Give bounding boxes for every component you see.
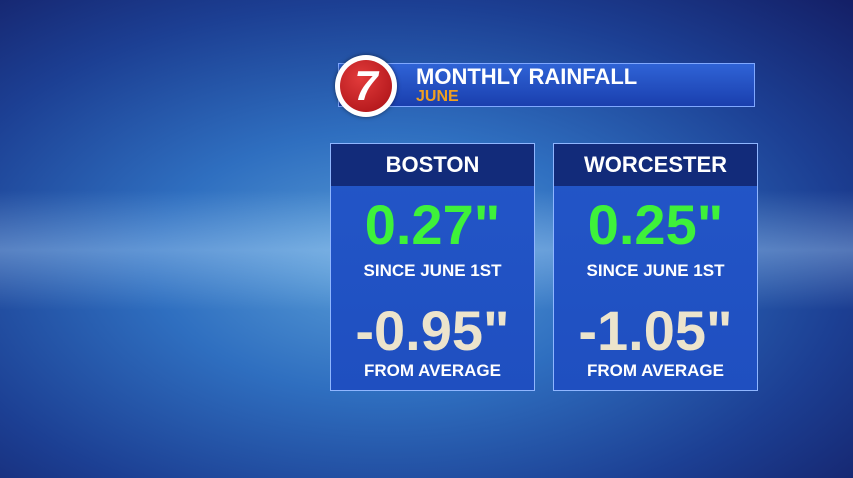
total-label: SINCE JUNE 1ST [586,261,725,280]
departure-label: FROM AVERAGE [587,361,724,380]
logo: 7 [335,55,397,117]
city-card: BOSTON 0.27" SINCE JUNE 1ST -0.95" FROM … [330,143,535,391]
rain-departure: -0.95" [355,299,510,362]
logo-text: 7 [340,60,392,112]
title: MONTHLY RAINFALL [416,64,638,89]
city-card: WORCESTER 0.25" SINCE JUNE 1ST -1.05" FR… [553,143,758,391]
departure-label: FROM AVERAGE [364,361,501,380]
rain-total: 0.27" [364,193,501,256]
rain-departure: -1.05" [578,299,733,362]
header-bar [338,63,755,107]
subtitle: JUNE [416,88,459,105]
city-name: BOSTON [331,144,534,186]
total-label: SINCE JUNE 1ST [363,261,502,280]
rain-total: 0.25" [587,193,724,256]
city-name: WORCESTER [554,144,757,186]
